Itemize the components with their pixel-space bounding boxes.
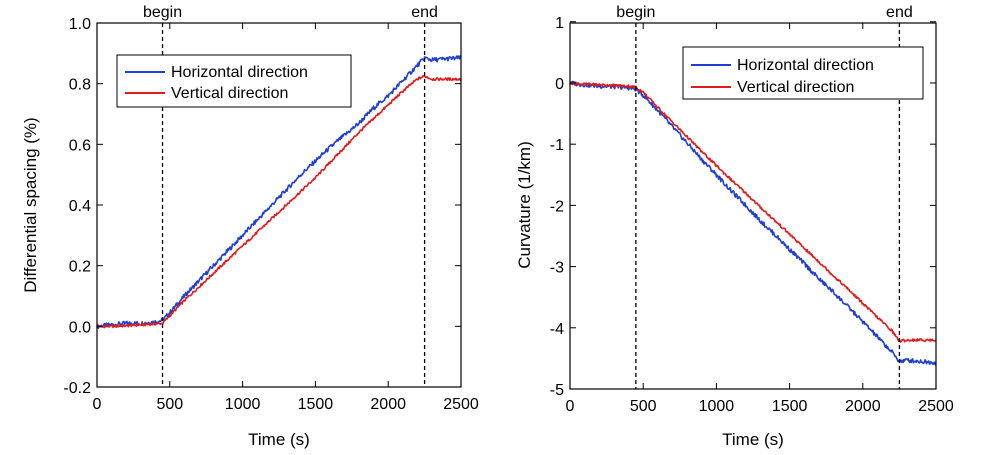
legend-left: Horizontal direction Vertical direction [116,54,352,108]
x-axis-label-left: Time (s) [248,430,310,449]
y-tick-label: -0.2 [63,380,91,397]
x-tick-label: 2500 [443,396,479,413]
y-tick-label: -4 [550,321,564,338]
ticks-left: 0 500 1000 1500 2000 2500 -0.2 0.0 0.2 0.4 0.6 0.8 1… [63,16,478,413]
y-axis-label-left: Differential spacing (%) [21,117,40,292]
legend-box-left [116,54,352,108]
x-tick-label: 1500 [772,398,808,415]
ticks-right: 0 500 1000 1500 2000 2500 -5 -4 -3 -2 -1 0 1 [550,15,954,415]
x-tick-label: 0 [566,398,575,415]
y-tick-label: 1 [555,15,564,32]
marker-label-begin: begin [143,4,182,21]
markers-right: begin end [616,4,913,389]
y-tick-label: 0.2 [69,259,91,276]
y-tick-label: -2 [550,198,564,215]
x-tick-label: 1000 [225,396,261,413]
y-tick-label: -3 [550,260,564,277]
chart-curvature: 0 500 1000 1500 2000 2500 -5 -4 -3 -2 -1 0 1 begin en… [515,4,954,449]
legend-label-vertical: Vertical direction [171,85,288,102]
y-tick-label: 0.8 [69,77,91,94]
x-tick-label: 1000 [699,398,735,415]
x-tick-label: 500 [156,396,183,413]
y-tick-label: -1 [550,137,564,154]
y-tick-label: 1.0 [69,16,91,33]
markers-left: begin end [143,4,438,387]
chart-differential-spacing: 0 500 1000 1500 2000 2500 -0.2 0.0 0.2 0.4 0.6 0.8 1… [21,4,479,449]
legend-label-vertical: Vertical direction [737,79,854,96]
marker-label-begin: begin [616,4,655,21]
series-line-horizontal [569,80,937,366]
plot-lines-right [569,80,937,366]
y-tick-label: 0.0 [69,319,91,336]
axes-frame-right [569,22,937,390]
y-tick-label: 0.4 [69,198,91,215]
x-tick-label: 2000 [845,398,881,415]
x-axis-label-right: Time (s) [722,430,784,449]
y-tick-label: 0.6 [69,137,91,154]
series-line-vertical [569,81,937,343]
series-line-vertical [96,74,462,329]
x-tick-label: 500 [630,398,657,415]
x-tick-label: 0 [93,396,102,413]
x-tick-label: 1500 [298,396,334,413]
plot-lines-left [96,55,462,329]
legend-label-horizontal: Horizontal direction [171,64,308,81]
marker-label-end: end [886,4,913,21]
legend-box-right [682,46,924,100]
legend-label-horizontal: Horizontal direction [737,57,874,74]
x-tick-label: 2000 [370,396,406,413]
marker-label-end: end [411,4,438,21]
y-axis-label-right: Curvature (1/km) [515,141,534,269]
y-tick-label: 0 [555,76,564,93]
x-tick-label: 2500 [918,398,954,415]
legend-right: Horizontal direction Vertical direction [682,46,924,100]
y-tick-label: -5 [550,382,564,399]
